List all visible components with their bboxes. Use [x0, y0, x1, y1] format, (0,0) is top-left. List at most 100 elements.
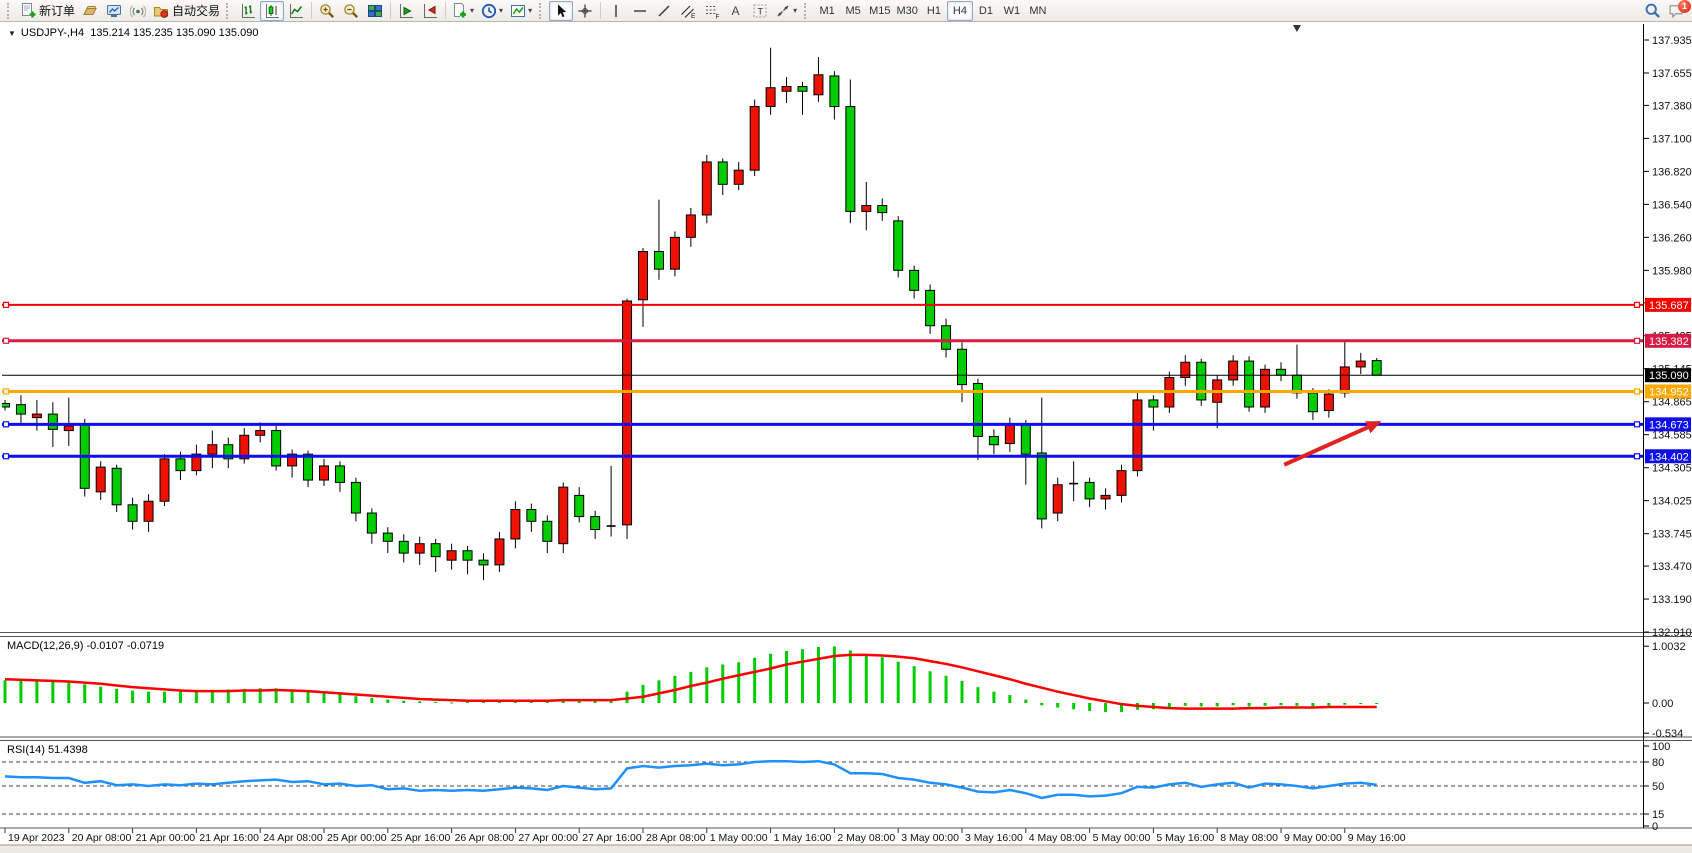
- hline-price-label: 134.402: [1645, 449, 1691, 464]
- svg-text:3 May 00:00: 3 May 00:00: [901, 832, 959, 844]
- chart-shift-button[interactable]: [418, 1, 442, 21]
- trendline-button[interactable]: [652, 1, 676, 21]
- svg-text:134.402: 134.402: [1649, 451, 1689, 463]
- chart-window: 137.935 137.655 137.380 137.100 136.820 136.5…: [0, 22, 1692, 853]
- svg-text:21 Apr 00:00: 21 Apr 00:00: [136, 832, 196, 844]
- chart-shift-icon: [422, 3, 438, 19]
- hline-handle[interactable]: [1633, 388, 1641, 395]
- vertical-line-button[interactable]: [604, 1, 628, 21]
- hline-price-label: 134.952: [1645, 384, 1691, 399]
- timeframe-m5[interactable]: M5: [845, 4, 861, 17]
- search-icon: [1644, 2, 1661, 19]
- svg-text:4 May 08:00: 4 May 08:00: [1029, 832, 1087, 844]
- hline-handle[interactable]: [2, 388, 10, 395]
- equidistant-channel-button[interactable]: E: [676, 1, 700, 21]
- svg-text:136.260: 136.260: [1652, 232, 1692, 244]
- zoom-in-button[interactable]: [315, 1, 339, 21]
- symbol-dropdown-icon[interactable]: [8, 27, 21, 39]
- arrows-shapes-button[interactable]: ▾: [772, 1, 801, 21]
- hline-handle[interactable]: [2, 453, 10, 460]
- indicators-icon: [452, 2, 468, 19]
- expert-monitor-button[interactable]: [102, 1, 126, 21]
- svg-text:5 May 16:00: 5 May 16:00: [1156, 832, 1214, 844]
- signal-broadcast-button[interactable]: [126, 1, 150, 21]
- svg-text:24 Apr 08:00: 24 Apr 08:00: [263, 832, 323, 844]
- indicators-button[interactable]: ▾: [449, 1, 478, 21]
- notifications-button[interactable]: 1: [1664, 0, 1691, 21]
- svg-text:134.305: 134.305: [1652, 463, 1692, 475]
- crosshair-icon: [577, 3, 593, 19]
- chart-candlesticks-button[interactable]: [260, 0, 285, 21]
- rsi-panel[interactable]: [2, 759, 1643, 815]
- svg-text:8 May 08:00: 8 May 08:00: [1220, 832, 1278, 844]
- fibonacci-icon: F: [704, 3, 720, 19]
- chart-bars-icon: [240, 3, 256, 19]
- svg-text:28 Apr 08:00: 28 Apr 08:00: [646, 832, 706, 844]
- text-button[interactable]: A: [724, 1, 748, 21]
- svg-text:136.540: 136.540: [1652, 199, 1692, 211]
- templates-button[interactable]: ▾: [507, 1, 536, 21]
- arrows-dropdown-icon[interactable]: ▾: [793, 6, 798, 15]
- timeframe-mn[interactable]: MN: [1029, 4, 1047, 17]
- candles-layer[interactable]: [1, 47, 1382, 581]
- hline-handle[interactable]: [1633, 337, 1641, 344]
- expert-monitor-icon: [106, 3, 122, 19]
- chart-shift-marker[interactable]: [1292, 25, 1301, 32]
- timeframe-h4[interactable]: H4: [946, 0, 973, 21]
- chart-bars-button[interactable]: [236, 1, 260, 21]
- timeframe-d1[interactable]: D1: [978, 4, 993, 17]
- trend-arrow-annotation[interactable]: [1283, 421, 1382, 467]
- hline-handle[interactable]: [2, 421, 10, 428]
- macd-panel[interactable]: [3, 646, 1379, 713]
- hline-handle[interactable]: [1633, 453, 1641, 460]
- timeframe-w1[interactable]: W1: [1003, 4, 1021, 17]
- signal-broadcast-icon: [130, 3, 147, 19]
- fibonacci-button[interactable]: F: [700, 1, 724, 21]
- timeframe-m15[interactable]: M15: [869, 4, 891, 17]
- auto-trading-button[interactable]: 自动交易: [150, 1, 223, 21]
- chart-line-button[interactable]: [284, 1, 308, 21]
- text-label-button[interactable]: T: [748, 1, 772, 21]
- toolbar-grip[interactable]: [7, 2, 14, 19]
- gold-bar-icon: [82, 3, 98, 19]
- svg-text:26 Apr 08:00: 26 Apr 08:00: [455, 832, 515, 844]
- cursor-button[interactable]: [549, 0, 574, 21]
- svg-text:20 Apr 08:00: 20 Apr 08:00: [72, 832, 132, 844]
- indicators-dropdown-icon[interactable]: ▾: [470, 6, 475, 15]
- hline-price-label: 135.382: [1645, 333, 1691, 348]
- hline-handle[interactable]: [2, 301, 10, 308]
- horizontal-line-button[interactable]: [628, 1, 652, 21]
- zoom-out-button[interactable]: [339, 1, 363, 21]
- hline-price-label: 134.673: [1645, 417, 1691, 432]
- crosshair-button[interactable]: [573, 1, 597, 21]
- price-scale[interactable]: 137.935 137.655 137.380 137.100 136.820 136.5…: [1643, 24, 1692, 833]
- auto-scroll-icon: [398, 3, 414, 19]
- arrows-shapes-icon: [775, 3, 791, 19]
- new-order-button[interactable]: 新订单: [17, 1, 78, 21]
- svg-text:134.673: 134.673: [1649, 419, 1689, 431]
- toolbar-grip[interactable]: [804, 2, 811, 19]
- hline-handle[interactable]: [1633, 301, 1641, 308]
- time-scale[interactable]: 19 Apr 2023 20 Apr 08:00 21 Apr 00:00 21 Ap…: [4, 828, 1406, 845]
- equidistant-channel-icon: E: [680, 3, 696, 19]
- timeframe-m30[interactable]: M30: [896, 4, 918, 17]
- timeframe-h1[interactable]: H1: [926, 4, 941, 17]
- toolbar-grip[interactable]: [226, 2, 233, 19]
- templates-dropdown-icon[interactable]: ▾: [528, 6, 533, 15]
- auto-scroll-button[interactable]: [394, 1, 418, 21]
- search-button[interactable]: [1640, 1, 1664, 21]
- periods-button[interactable]: ▾: [478, 1, 507, 21]
- svg-text:0: 0: [1652, 821, 1658, 833]
- chart-canvas[interactable]: 137.935 137.655 137.380 137.100 136.820 136.5…: [0, 22, 1692, 853]
- tile-windows-button[interactable]: [363, 1, 387, 21]
- timeframe-m1[interactable]: M1: [819, 4, 835, 17]
- hline-handle[interactable]: [1633, 421, 1641, 428]
- hline-handle[interactable]: [2, 337, 10, 344]
- svg-text:100: 100: [1652, 741, 1670, 753]
- chart-title[interactable]: USDJPY-,H4 135.214 135.235 135.090 135.0…: [8, 27, 258, 39]
- gold-bar-button[interactable]: [78, 1, 102, 21]
- toolbar-grip[interactable]: [539, 2, 546, 19]
- periods-dropdown-icon[interactable]: ▾: [499, 6, 504, 15]
- horizontal-lines-layer[interactable]: [2, 301, 1643, 460]
